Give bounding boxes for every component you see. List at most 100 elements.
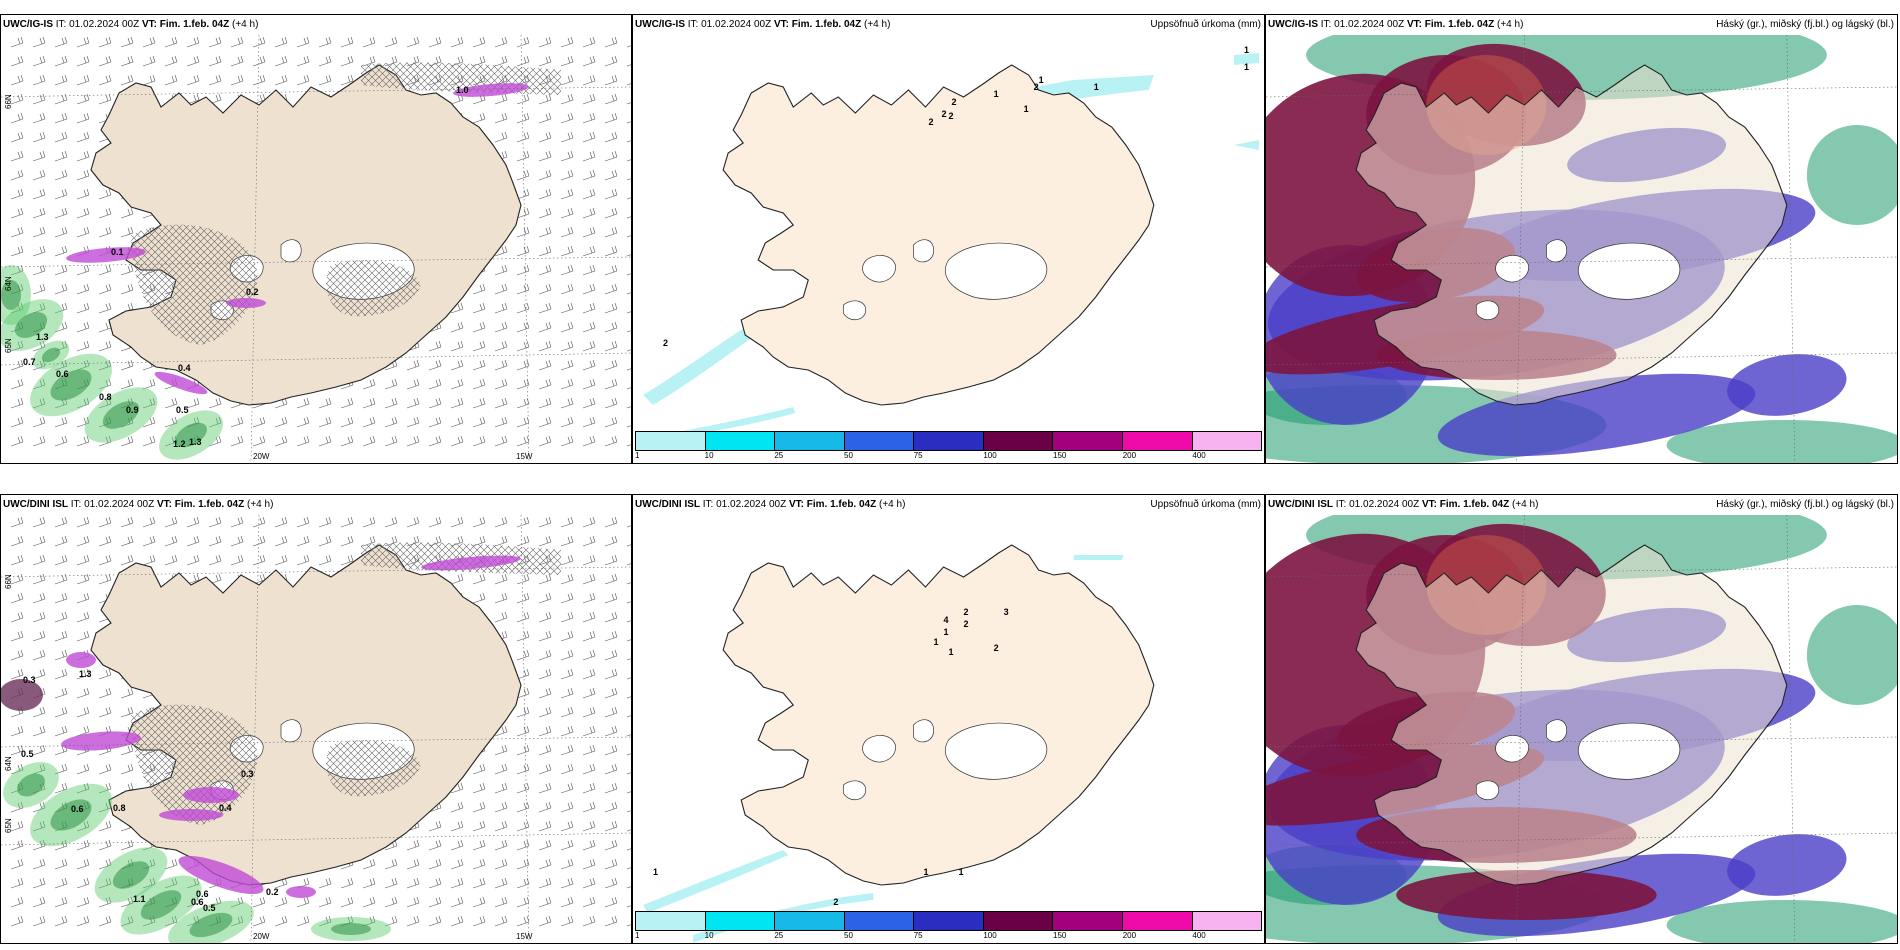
colorbar-segment [844,912,915,930]
glacier-outline [1495,255,1529,283]
colorbar-tick-label: 10 [704,451,714,460]
panel-dini-clouds: UWC/DINI ISL IT: 01.02.2024 00Z VT: Fim.… [1265,494,1898,944]
panel-header: UWC/IG-IS IT: 01.02.2024 00Z VT: Fim. 1.… [635,19,891,30]
latitude-label: 65N [4,338,13,353]
colorbar-tick-label: 100 [983,451,997,460]
glacier-outline [280,239,302,263]
precip-value-label: 0.3 [23,675,36,685]
colorbar-tick-label: 50 [844,451,853,460]
iceland-landmass [1355,544,1788,886]
graticule [1266,35,1897,463]
panel-ig-clouds: UWC/IG-IS IT: 01.02.2024 00Z VT: Fim. 1.… [1265,14,1898,464]
precip-amount-label: 1 [923,867,928,877]
precip-amount-label: 1 [1094,82,1099,92]
cloud-cover-map [1266,35,1897,463]
glacier-outline [945,722,1048,780]
precip-value-label: 0.4 [219,803,232,813]
precip-value-label: 0.6 [71,804,84,814]
precip-amount-label: 1 [943,627,948,637]
precip-amount-label: 2 [994,643,999,653]
precip-amount-label: 1 [653,867,658,877]
precip-amount-label: 1 [1024,104,1029,114]
precip-purple [66,83,529,395]
latitude-label: 64N [4,756,13,771]
latitude-label: 65N [4,818,13,833]
longitude-label: 20W [253,932,270,941]
colorbar-segment [636,912,706,930]
wind-precip-map: 20W 15W 66N 64N 65N 0.3 0.5 0.6 0.8 1.1 0.6 0.6 0.5 0… [1,515,631,943]
glacier-outline [1546,719,1567,743]
colorbar-segment [705,432,776,450]
precip-value-label: 0.5 [203,903,216,913]
panel-ig-precip: UWC/IG-IS IT: 01.02.2024 00Z VT: Fim. 1.… [632,14,1265,464]
panel-dini-wind: UWC/DINI ISL IT: 01.02.2024 00Z VT: Fim.… [0,494,632,944]
panel-title: Háský (gr.), miðský (fj.bl.) og lágský (… [1716,499,1894,510]
precip-value-label: 0.7 [23,357,36,367]
cloud-cover-map [1266,515,1897,943]
glacier-outline [1495,735,1529,763]
precip-amount-label: 1 [1244,45,1249,55]
graticule [1,35,631,463]
precip-value-label: 0.6 [56,369,69,379]
colorbar-tick-label: 75 [913,451,923,460]
glacier-outline [1475,780,1500,801]
glacier-outline [1475,300,1500,321]
colorbar-segment [775,912,845,930]
precip-amount-label: 2 [964,607,969,617]
colorbar-segment [1192,912,1262,930]
precip-green [3,762,391,943]
colorbar-segment [1122,912,1193,930]
colorbar-segment [636,432,706,450]
glacier-outline [945,242,1048,300]
colorbar-segment [914,432,984,450]
iceland-landmass [722,544,1155,886]
glacier-outline [842,300,867,321]
graticule [1266,515,1897,943]
precip-colorbar [635,431,1262,451]
colorbar-segment [705,912,776,930]
colorbar-tick-label: 10 [704,931,714,940]
colorbar-segment [983,912,1054,930]
colorbar-tick-label: 100 [983,931,997,940]
panel-title: Háský (gr.), miðský (fj.bl.) og lágský (… [1716,19,1894,30]
colorbar-tick-label: 75 [913,931,923,940]
precip-amount-label: 1 [994,89,999,99]
precip-amount-label: 2 [964,619,969,629]
panel-ig-wind: UWC/IG-IS IT: 01.02.2024 00Z VT: Fim. 1.… [0,14,632,464]
colorbar-segment [914,912,984,930]
graticule [1,515,631,943]
precip-value-label: 0.5 [176,405,189,415]
colorbar-segment [775,432,845,450]
colorbar-segment [983,432,1054,450]
latitude-label: 66N [4,574,13,589]
colorbar-tick-label: 150 [1053,931,1067,940]
colorbar-tick-label: 25 [774,931,784,940]
precip-colorbar [635,911,1262,931]
precip-value-label: 0.1 [111,247,124,257]
precip-value-label: 1.3 [189,437,202,447]
colorbar-segment [1192,432,1262,450]
colorbar-labels: 1 10 25 50 75 100 150 200 400 [635,931,1262,942]
precip-amount-label: 2 [952,97,957,107]
precip-value-label: 0.9 [126,405,139,415]
precip-value-label: 1.2 [173,439,186,449]
precip-value-label: 0.6 [196,889,209,899]
colorbar-segment [844,432,915,450]
precip-amount-label: 1 [949,647,954,657]
glacier-outline [913,239,934,263]
precip-amount-label: 2 [833,897,838,907]
colorbar-segment [1122,432,1193,450]
precip-amount-label: 1 [1039,75,1044,85]
glacier-outline [913,719,934,743]
precip-amount-label: 1 [1244,62,1249,72]
colorbar-tick-label: 200 [1122,931,1137,940]
panel-header: UWC/DINI ISL IT: 01.02.2024 00Z VT: Fim.… [3,499,274,510]
precip-amount-label: 2 [663,338,668,348]
colorbar-tick-label: 1 [635,451,640,460]
precip-value-label: 0.6 [191,897,204,907]
precip-value-label: 0.5 [21,749,34,759]
iceland-landmass [1355,64,1788,406]
precip-purple [1,555,521,898]
glacier-outline [1578,722,1681,780]
